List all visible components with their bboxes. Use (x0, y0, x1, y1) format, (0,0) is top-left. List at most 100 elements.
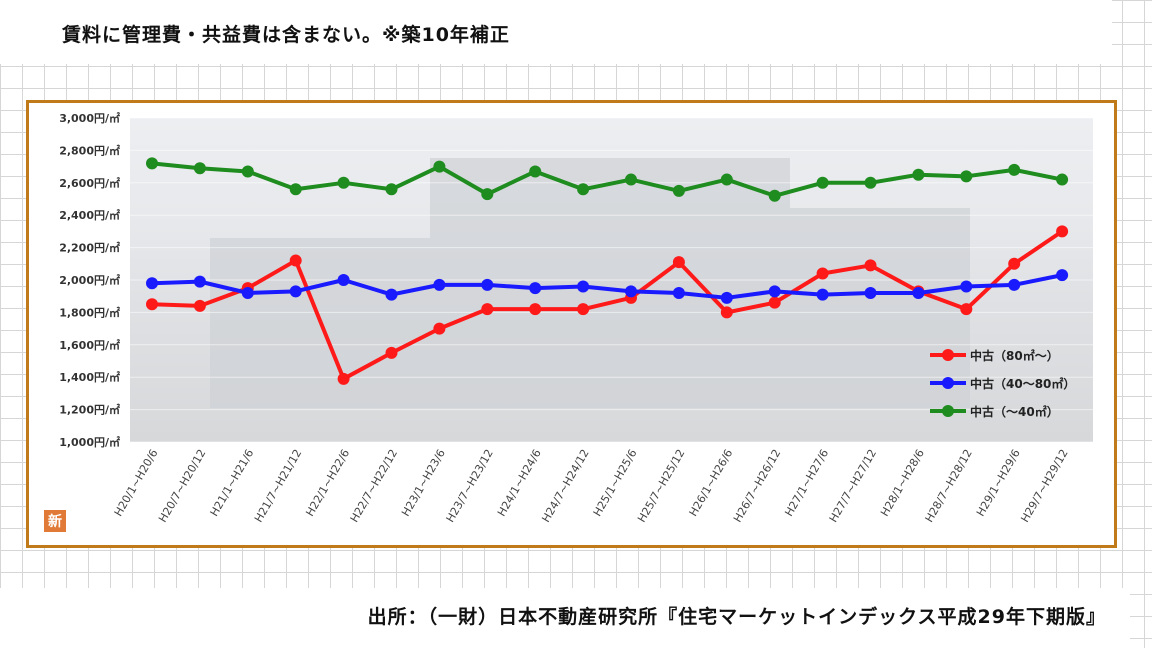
data-point (193, 299, 206, 312)
data-point (768, 285, 781, 298)
building-shape (790, 208, 970, 408)
x-tick-label: H20/1~H20/6 (112, 447, 161, 519)
x-tick-label: H28/1~H28/6 (878, 447, 927, 519)
data-point (433, 322, 446, 335)
x-tick-label: H25/7~H25/12 (635, 447, 687, 525)
data-point (289, 285, 302, 298)
y-tick-label: 2,000円/㎡ (59, 273, 120, 287)
data-point (577, 183, 590, 196)
data-point (385, 288, 398, 301)
legend-swatch-marker (942, 377, 954, 389)
y-tick-label: 3,000円/㎡ (59, 111, 120, 125)
data-point (625, 285, 637, 298)
data-point (481, 303, 494, 316)
rent-note: 賃料に管理費・共益費は含まない。※築10年補正 (62, 24, 510, 46)
y-tick-label: 1,200円/㎡ (59, 403, 120, 417)
data-point (960, 303, 973, 316)
data-point (768, 189, 781, 202)
data-point (912, 168, 925, 181)
data-point (864, 286, 877, 299)
x-tick-label: H24/7~H24/12 (539, 447, 591, 525)
y-tick-label: 2,800円/㎡ (59, 143, 120, 157)
data-point (960, 280, 973, 293)
data-point (289, 183, 302, 196)
x-tick-label: H24/1~H24/6 (495, 447, 544, 519)
footer-band (0, 588, 1130, 648)
data-point (577, 303, 590, 316)
data-point (433, 160, 446, 173)
data-point (433, 278, 446, 291)
legend-swatch-marker (942, 349, 954, 361)
data-point (337, 372, 350, 385)
x-tick-label: H26/1~H26/6 (687, 447, 736, 519)
x-tick-label: H22/7~H22/12 (348, 447, 400, 525)
data-point (529, 165, 542, 178)
data-point (912, 286, 925, 299)
data-point (193, 275, 206, 288)
data-point (337, 176, 350, 189)
data-point (672, 256, 685, 269)
x-tick-label: H28/7~H28/12 (923, 447, 975, 525)
data-point (625, 173, 637, 186)
x-tick-label: H29/1~H29/6 (974, 447, 1023, 519)
data-point (672, 286, 685, 299)
x-tick-label: H21/1~H21/6 (208, 447, 257, 519)
data-point (481, 188, 494, 201)
data-point (1056, 225, 1069, 238)
data-point (816, 176, 829, 189)
data-point (337, 274, 350, 286)
data-point (577, 280, 590, 293)
y-tick-label: 2,200円/㎡ (59, 241, 120, 255)
source-citation: 出所：（一財）日本不動産研究所『住宅マーケットインデックス平成29年下期版』 (367, 606, 1106, 628)
y-tick-label: 1,800円/㎡ (59, 305, 120, 319)
data-point (816, 267, 829, 280)
data-point (146, 277, 158, 290)
data-point (864, 176, 877, 189)
x-tick-label: H26/7~H26/12 (731, 447, 783, 525)
data-point (529, 282, 542, 295)
data-point (1008, 257, 1021, 270)
data-point (529, 303, 542, 316)
data-point (385, 183, 398, 196)
y-tick-label: 1,400円/㎡ (59, 370, 120, 384)
header-band (0, 0, 1112, 64)
data-point (672, 184, 685, 197)
data-point (241, 165, 254, 178)
data-point (289, 254, 302, 267)
legend-label: 中古（～40㎡） (970, 404, 1059, 419)
data-point (720, 306, 733, 319)
data-point (720, 291, 733, 304)
y-tick-label: 1,000円/㎡ (59, 435, 120, 449)
y-tick-label: 1,600円/㎡ (59, 338, 120, 352)
data-point (241, 286, 254, 299)
legend-label: 中古（40～80㎡） (970, 376, 1075, 391)
x-tick-label: H27/1~H27/6 (782, 447, 831, 519)
x-tick-label: H20/7~H20/12 (156, 447, 208, 525)
data-point (193, 162, 206, 175)
data-point (146, 298, 158, 311)
x-tick-label: H23/1~H23/6 (399, 447, 448, 519)
y-tick-label: 2,600円/㎡ (59, 176, 120, 190)
x-tick-label: H29/7~H29/12 (1018, 447, 1070, 525)
data-point (1008, 278, 1021, 291)
data-point (1056, 269, 1069, 282)
data-point (864, 259, 877, 272)
data-point (1008, 163, 1021, 176)
data-point (816, 288, 829, 301)
x-tick-label: H21/7~H21/12 (252, 447, 304, 525)
legend-swatch-marker (942, 405, 954, 417)
data-point (960, 170, 973, 183)
data-point (720, 173, 733, 186)
data-point (146, 157, 158, 170)
logo-icon: 新 (44, 510, 66, 532)
x-tick-label: H23/7~H23/12 (444, 447, 496, 525)
data-point (385, 346, 398, 359)
x-tick-label: H22/1~H22/6 (303, 447, 352, 519)
x-tick-label: H27/7~H27/12 (827, 447, 879, 525)
series-line (151, 161, 1063, 198)
data-point (1056, 173, 1069, 186)
x-tick-label: H25/1~H25/6 (591, 447, 640, 519)
y-tick-label: 2,400円/㎡ (59, 208, 120, 222)
series-line (151, 273, 1063, 300)
